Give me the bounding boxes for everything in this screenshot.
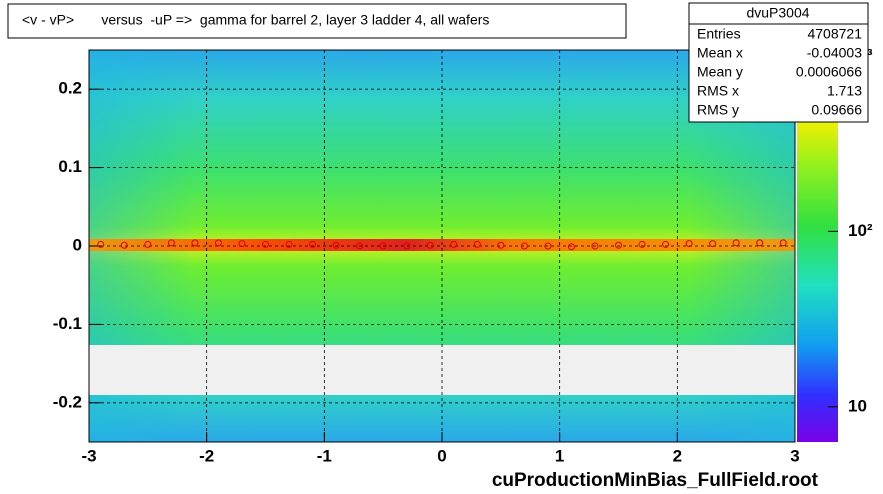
- profile-point: [167, 239, 175, 247]
- profile-point: [662, 240, 670, 248]
- profile-point: [379, 242, 387, 250]
- stats-frame: [688, 2, 869, 123]
- title-box: [7, 3, 627, 39]
- z-tick-label: 10²: [848, 221, 873, 240]
- profile-point: [450, 240, 458, 248]
- profile-point: [97, 240, 105, 248]
- file-label: cuProductionMinBias_FullField.root: [492, 470, 819, 491]
- x-tick-label: -3: [81, 446, 96, 465]
- profile-point: [591, 242, 599, 250]
- profile-point: [685, 240, 693, 248]
- profile-point: [732, 239, 740, 247]
- profile-point: [356, 242, 364, 250]
- x-tick-label: 1: [555, 446, 564, 465]
- profile-point: [426, 241, 434, 249]
- stats-value: 1.713: [827, 83, 862, 99]
- stats-label: RMS y: [697, 102, 739, 118]
- profile-point: [144, 240, 152, 248]
- y-tick-label: 0.1: [58, 157, 82, 176]
- profile-point: [332, 241, 340, 249]
- profile-point: [403, 242, 411, 250]
- profile-point: [214, 239, 222, 247]
- profile-point: [638, 240, 646, 248]
- profile-point: [544, 242, 552, 250]
- profile-point: [709, 240, 717, 248]
- y-tick-label: -0.2: [53, 392, 82, 411]
- y-tick-label: -0.1: [53, 314, 82, 333]
- stats-value: 0.09666: [811, 102, 862, 118]
- x-tick-label: -2: [199, 446, 214, 465]
- stats-value: 0.0006066: [796, 64, 862, 80]
- profile-point: [779, 239, 787, 247]
- x-tick-label: 0: [437, 446, 446, 465]
- x-tick-label: -1: [317, 446, 332, 465]
- y-tick-label: 0.2: [58, 79, 82, 98]
- profile-point: [309, 240, 317, 248]
- stats-value: 4708721: [807, 26, 862, 42]
- profile-point: [497, 241, 505, 249]
- plot-frame: [88, 49, 796, 443]
- profile-point: [615, 241, 622, 249]
- x-tick-label: 3: [790, 446, 799, 465]
- stats-box: dvuP3004 Entries 4708721 Mean x -0.04003 Mea…: [688, 2, 869, 123]
- z-tick-label: 10: [848, 396, 867, 415]
- y-tick-label: 0: [73, 235, 82, 254]
- stats-title: dvuP3004: [746, 5, 809, 21]
- profile-point: [473, 240, 481, 248]
- stats-label: Entries: [697, 26, 741, 42]
- profile-point: [520, 242, 528, 250]
- x-tick-label: 2: [673, 446, 682, 465]
- profile-point: [567, 243, 575, 251]
- chart-title: <v - vP> versus -uP => gamma for barrel …: [22, 12, 489, 28]
- stats-value: -0.04003: [807, 45, 862, 61]
- profile-point: [238, 240, 246, 248]
- profile-point: [756, 239, 764, 247]
- profile-point: [285, 240, 293, 248]
- profile-point: [191, 239, 199, 247]
- stats-label: Mean x: [697, 45, 743, 61]
- profile-point: [120, 241, 128, 249]
- stats-label: RMS x: [697, 83, 739, 99]
- stats-label: Mean y: [697, 64, 743, 80]
- profile-point: [262, 240, 269, 248]
